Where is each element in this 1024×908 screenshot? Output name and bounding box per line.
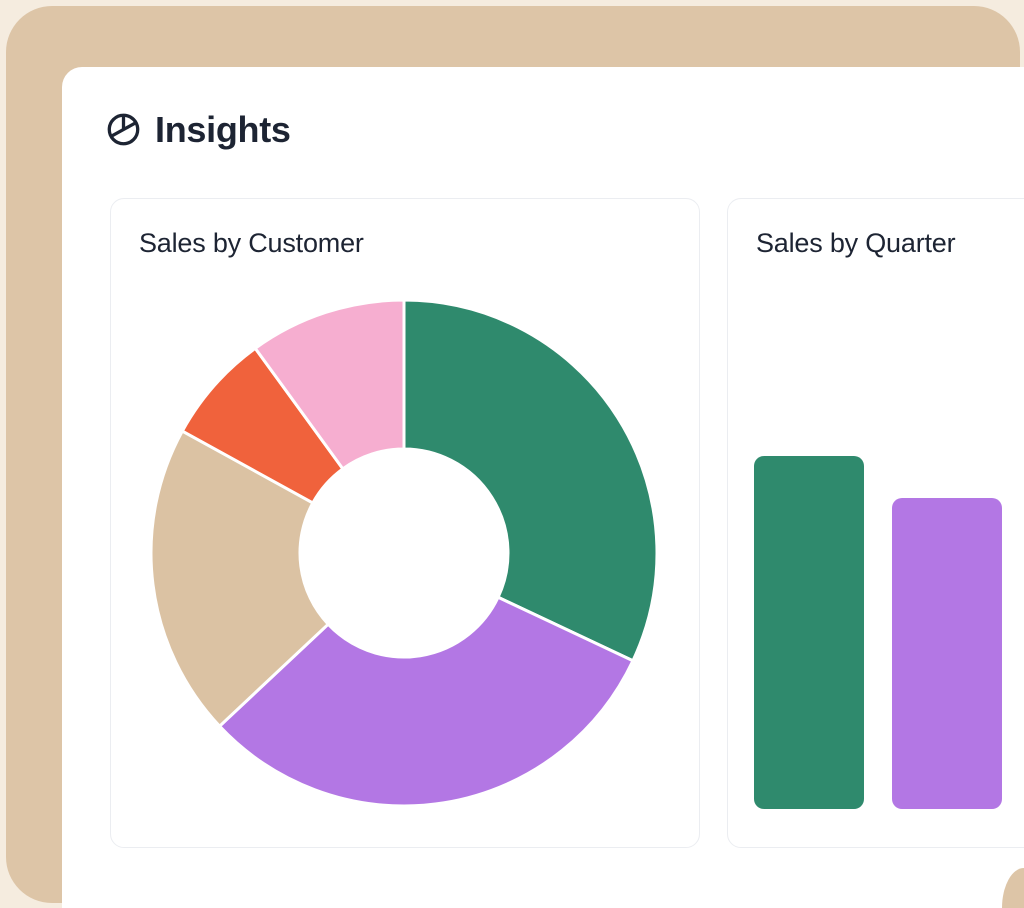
bar	[892, 498, 1002, 809]
donut-slice	[253, 298, 406, 471]
donut-slice	[402, 298, 659, 663]
sales-by-customer-title: Sales by Customer	[139, 228, 364, 258]
donut-slice	[218, 595, 635, 808]
pie-chart-icon	[107, 113, 140, 146]
sales-by-customer-donut-chart	[149, 298, 659, 808]
donut-slice	[149, 429, 330, 728]
page-title: Insights	[155, 108, 291, 150]
content-panel: Insights Sales by Customer Sales by Quar…	[62, 67, 1024, 908]
sales-by-quarter-title: Sales by Quarter	[756, 228, 956, 258]
insights-header: Insights	[106, 108, 291, 150]
sales-by-customer-card: Sales by Customer	[110, 198, 700, 848]
bar	[754, 456, 864, 809]
sales-by-quarter-card: Sales by Quarter	[727, 198, 1024, 848]
sales-by-quarter-bar-chart	[754, 456, 1002, 809]
